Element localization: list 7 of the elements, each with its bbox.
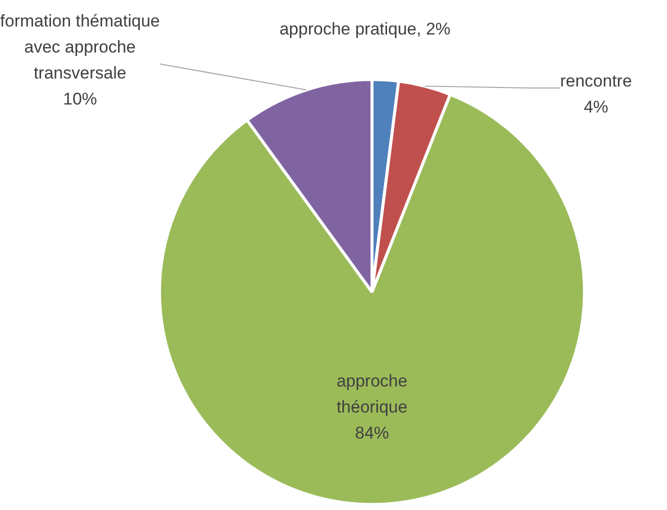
data-label: 4%: [584, 98, 608, 117]
slice-label: rencontre: [560, 72, 632, 91]
data-label: 10%: [62, 90, 98, 109]
data-label: 84%: [354, 424, 390, 443]
slice-label: formation thématique avec approche transversale: [0, 12, 160, 83]
slice-label: approche théorique: [336, 372, 408, 417]
slice-label: approche pratique, 2%: [279, 20, 451, 39]
